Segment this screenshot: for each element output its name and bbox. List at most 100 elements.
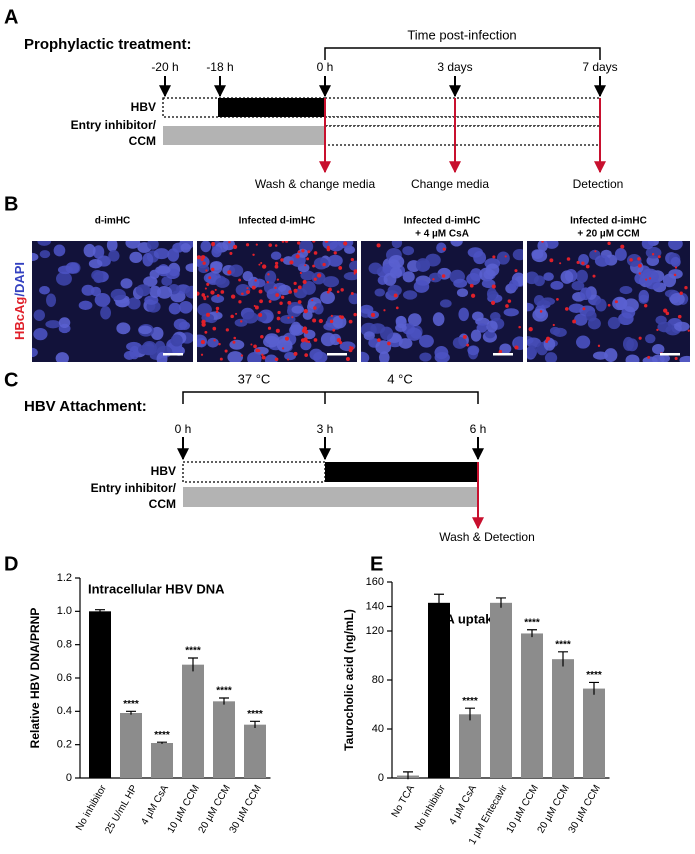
hbcag-dot: [240, 354, 244, 357]
hbcag-dot: [304, 264, 307, 267]
micrograph: [527, 241, 690, 362]
nucleus: [537, 241, 548, 252]
nucleus: [402, 246, 415, 256]
hbcag-dot: [197, 255, 201, 260]
hbcag-dot: [227, 270, 232, 275]
significance: ****: [123, 699, 139, 710]
hbcag-dot: [304, 330, 309, 334]
bar: [459, 714, 481, 778]
nucleus: [419, 352, 432, 362]
x-tick-label: 4 µM CsA: [447, 783, 479, 827]
hbcag-dot: [287, 300, 292, 305]
error-bar: [157, 741, 167, 744]
nucleus: [645, 334, 656, 344]
nucleus: [142, 252, 154, 267]
hbcag-dot: [383, 309, 386, 312]
dotted-box: [182, 461, 326, 483]
hbcag-dot: [307, 250, 311, 254]
hbcag-dot: [238, 300, 242, 304]
nucleus: [432, 312, 445, 327]
hbcag-dot: [326, 247, 331, 252]
hbcag-dot: [274, 286, 277, 290]
y-tick-label: 0.8: [57, 639, 72, 651]
hbcag-dot: [206, 282, 210, 286]
nucleus: [256, 312, 267, 322]
significance: ****: [462, 696, 478, 707]
nucleus: [391, 241, 403, 249]
hbcag-dot: [462, 334, 467, 339]
time-label: 6 h: [470, 422, 487, 436]
hbcag-dot: [204, 287, 207, 290]
hbcag-dot: [376, 243, 381, 248]
nucleus: [604, 348, 618, 362]
hbcag-dot: [466, 343, 470, 347]
hbcag-dot: [594, 250, 597, 253]
nucleus: [161, 276, 173, 287]
micrograph: [32, 241, 193, 362]
hbcag-dot: [268, 243, 273, 247]
inhibitor-bar: [183, 487, 478, 507]
nucleus: [490, 312, 501, 322]
nucleus: [32, 252, 39, 262]
error-bar: [496, 597, 506, 608]
hbcag-dot: [200, 353, 204, 356]
hbcag-dot: [205, 269, 208, 272]
hbcag-dot: [201, 293, 206, 297]
hbcag-dot: [432, 278, 435, 281]
significance: ****: [586, 670, 602, 681]
nucleus: [311, 271, 326, 285]
hbcag-dot: [644, 304, 648, 308]
y-tick-label: 80: [372, 674, 384, 686]
time-label: -20 h: [151, 60, 178, 74]
nucleus: [39, 250, 51, 259]
panel-letter: A: [4, 6, 18, 28]
column-title: d-imHC: [95, 216, 131, 227]
hbcag-dot: [293, 288, 298, 293]
error-bar: [527, 629, 537, 638]
nucleus: [200, 241, 212, 253]
hbcag-dot: [322, 262, 326, 267]
hbcag-dot: [395, 306, 399, 310]
nucleus: [527, 271, 539, 285]
nucleus: [527, 345, 538, 358]
hbcag-dot: [313, 277, 317, 281]
y-label-red: HBcAg: [12, 297, 27, 340]
x-tick-label: No TCA: [390, 783, 417, 819]
nucleus: [580, 287, 592, 301]
nucleus: [155, 265, 171, 275]
column-title: Infected d-imHC: [570, 216, 647, 227]
dotted-box: [324, 116, 601, 127]
hbcag-dot: [330, 320, 333, 323]
hbcag-dot: [280, 258, 284, 262]
y-label-blue: /DAPI: [12, 262, 27, 297]
hbcag-dot: [585, 264, 590, 269]
nucleus: [329, 333, 342, 346]
hbcag-dot: [258, 263, 261, 266]
nucleus: [436, 242, 447, 254]
nucleus: [485, 263, 500, 277]
nucleus: [94, 293, 111, 307]
panel-title: Prophylactic treatment:: [24, 36, 192, 53]
hbcag-dot: [333, 251, 337, 255]
nucleus: [170, 334, 183, 347]
hbcag-dot: [301, 249, 305, 253]
hbcag-dot: [275, 293, 280, 297]
hbcag-dot: [260, 261, 263, 265]
nucleus: [120, 278, 133, 289]
time-label: 7 days: [582, 60, 617, 74]
nucleus: [135, 284, 151, 297]
nucleus: [129, 251, 143, 264]
nucleus: [398, 338, 413, 349]
nucleus: [413, 280, 430, 293]
hbcag-dot: [287, 316, 290, 319]
dotted-box: [324, 97, 601, 118]
nucleus: [343, 272, 357, 281]
hbcag-dot: [261, 355, 266, 360]
hbcag-dot: [665, 311, 670, 316]
nucleus: [153, 248, 170, 260]
nucleus: [450, 241, 463, 247]
nucleus: [614, 248, 627, 261]
hbcag-dot: [504, 255, 507, 258]
nucleus: [56, 271, 72, 286]
